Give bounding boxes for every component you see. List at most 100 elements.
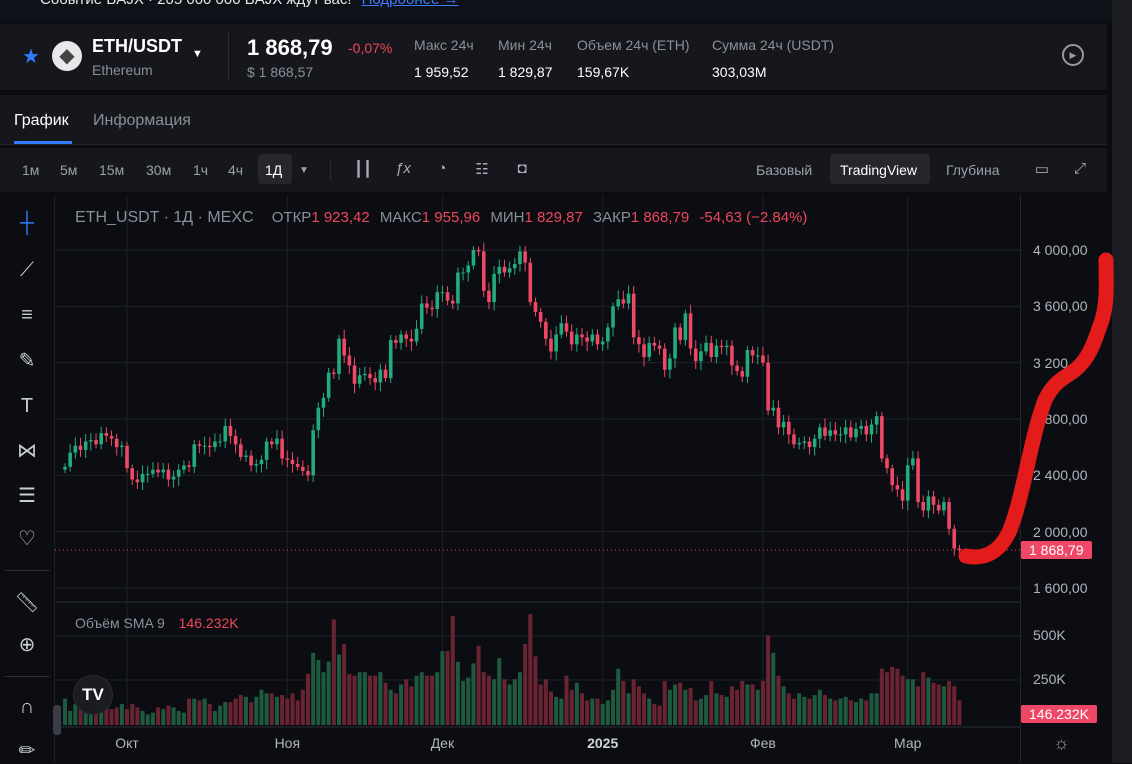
volume-bar [900,675,905,725]
volume-bar [399,684,404,725]
volume-bar [693,700,698,725]
candle-body [507,268,512,273]
candle-body [787,421,791,435]
volume-bar [636,686,641,725]
gauge-icon[interactable]: ◔ [437,160,447,177]
view-basic[interactable]: Базовый [756,162,813,178]
chart-toolbar: 1м 5м 15м 30м 1ч 4ч 1Д ▼ ┃┃ ƒx ◔ ☷ ◘ Баз… [0,148,1107,192]
volume-bar [192,698,197,725]
candles-icon[interactable]: ┃┃ [353,161,373,178]
tradingview-logo-icon[interactable]: TV [73,675,113,715]
price-axis[interactable]: 4 000,00 3 600,00 3 200 2 800,00 2 400,00 2 0… [1020,195,1112,763]
view-tradingview[interactable]: TradingView [840,162,918,178]
timeframe-1d[interactable]: 1Д [265,162,283,178]
layout-list-icon[interactable]: ☷ [475,161,489,178]
tab-chart[interactable]: График [14,112,69,129]
candle-body [585,337,589,342]
candle-body [606,327,610,342]
volume-bar [181,712,186,725]
text-icon[interactable]: T [20,395,34,417]
volume-bar [678,682,683,725]
fib-icon[interactable]: ☰ [18,485,36,507]
candle-body [295,464,300,467]
volume-bar [771,652,776,725]
volume-bar [921,672,926,725]
volume-bar [455,661,460,725]
volume-bar [171,707,176,725]
volume-bar [642,693,647,725]
volume-bar [807,698,812,725]
view-depth[interactable]: Глубина [946,162,1000,178]
candle-body [120,445,124,448]
toolbar-collapse-handle[interactable] [53,705,61,735]
candle-body [838,434,843,436]
candle-body [332,372,336,374]
candle-body [880,416,884,459]
legend-close: 1 868,79 [630,209,690,226]
page-scrollbar[interactable] [1112,0,1132,763]
timeframe-5m[interactable]: 5м [60,162,78,178]
volume-bar [362,672,367,725]
crosshair-icon[interactable]: ┼ [19,212,35,234]
volume-bar [461,681,466,725]
usd-price: $ 1 868,57 [247,64,314,80]
trend-line-icon[interactable]: ⟋ [20,259,34,281]
brush-icon[interactable]: ✎ [18,350,36,372]
lock-drawings-icon[interactable]: ✏ [18,740,36,762]
volume-bar [269,693,274,725]
timeframe-15m[interactable]: 15м [99,162,125,178]
indicators-fx-icon[interactable]: ƒx [395,160,411,177]
play-circle-icon[interactable]: ▶ [1062,44,1084,66]
tab-info[interactable]: Информация [93,112,191,129]
ruler-icon[interactable]: 📏︎ [14,592,40,614]
horizontal-lines-icon[interactable]: ≡ [21,304,33,326]
zoom-in-icon[interactable]: ⊕ [18,634,36,656]
timeframe-1h[interactable]: 1ч [193,162,209,178]
volume-bar [145,714,150,725]
price-chart[interactable]: Окт Ноя Дек 2025 Фев Мар [55,195,1020,763]
candle-body [538,311,543,322]
candle-body [161,469,166,473]
price-tick-label: 2 400,00 [1033,467,1088,484]
magnet-icon[interactable]: ∩ [19,696,35,718]
candle-body [342,338,346,356]
volume-bar [212,710,217,725]
volume-bar [564,675,569,725]
candle-body [874,416,879,425]
candle-body [823,427,827,436]
timeframe-1m[interactable]: 1м [22,162,40,178]
camera-icon[interactable]: ◘ [517,160,527,177]
candle-body [301,466,305,472]
favorite-star-icon[interactable]: ★ [22,46,40,68]
volume-bar [486,675,491,725]
promo-link[interactable]: Подробнее → [362,0,459,8]
last-price-label: 1 868,79 [1021,541,1092,560]
volume-bar [450,615,455,725]
candle-body [626,293,631,304]
volume-bar [218,705,223,725]
candle-body [688,313,693,349]
volume-bar [755,689,760,725]
volume-bar [791,698,796,725]
chart-legend: ETH_USDT · 1Д · MEXC ОТКР1 923,42 МАКС1 … [75,209,807,227]
pair-dropdown-icon[interactable]: ▼ [192,48,203,60]
pair-symbol[interactable]: ETH/USDT [92,36,182,56]
volume-bar [63,698,67,725]
window-icon[interactable]: ▭ [1034,161,1050,178]
candle-body [647,342,652,358]
candle-body [425,303,429,308]
timeframe-4h[interactable]: 4ч [228,162,244,178]
volume-bar [233,698,238,725]
timeframe-30m[interactable]: 30м [146,162,172,178]
heart-icon[interactable]: ♡ [18,528,36,550]
candle-body [445,292,450,301]
volume-bar [223,702,228,725]
legend-high-label: МАКС [379,209,422,226]
pattern-icon[interactable]: ⋈ [17,440,37,462]
volume-bar [404,679,409,725]
volume-bar [605,700,610,725]
fullscreen-icon[interactable]: ⤢ [1073,160,1086,177]
settings-gear-icon[interactable]: ☼ [1053,733,1070,753]
timeframe-dropdown-icon[interactable]: ▼ [299,165,309,176]
candle-body [709,342,714,358]
